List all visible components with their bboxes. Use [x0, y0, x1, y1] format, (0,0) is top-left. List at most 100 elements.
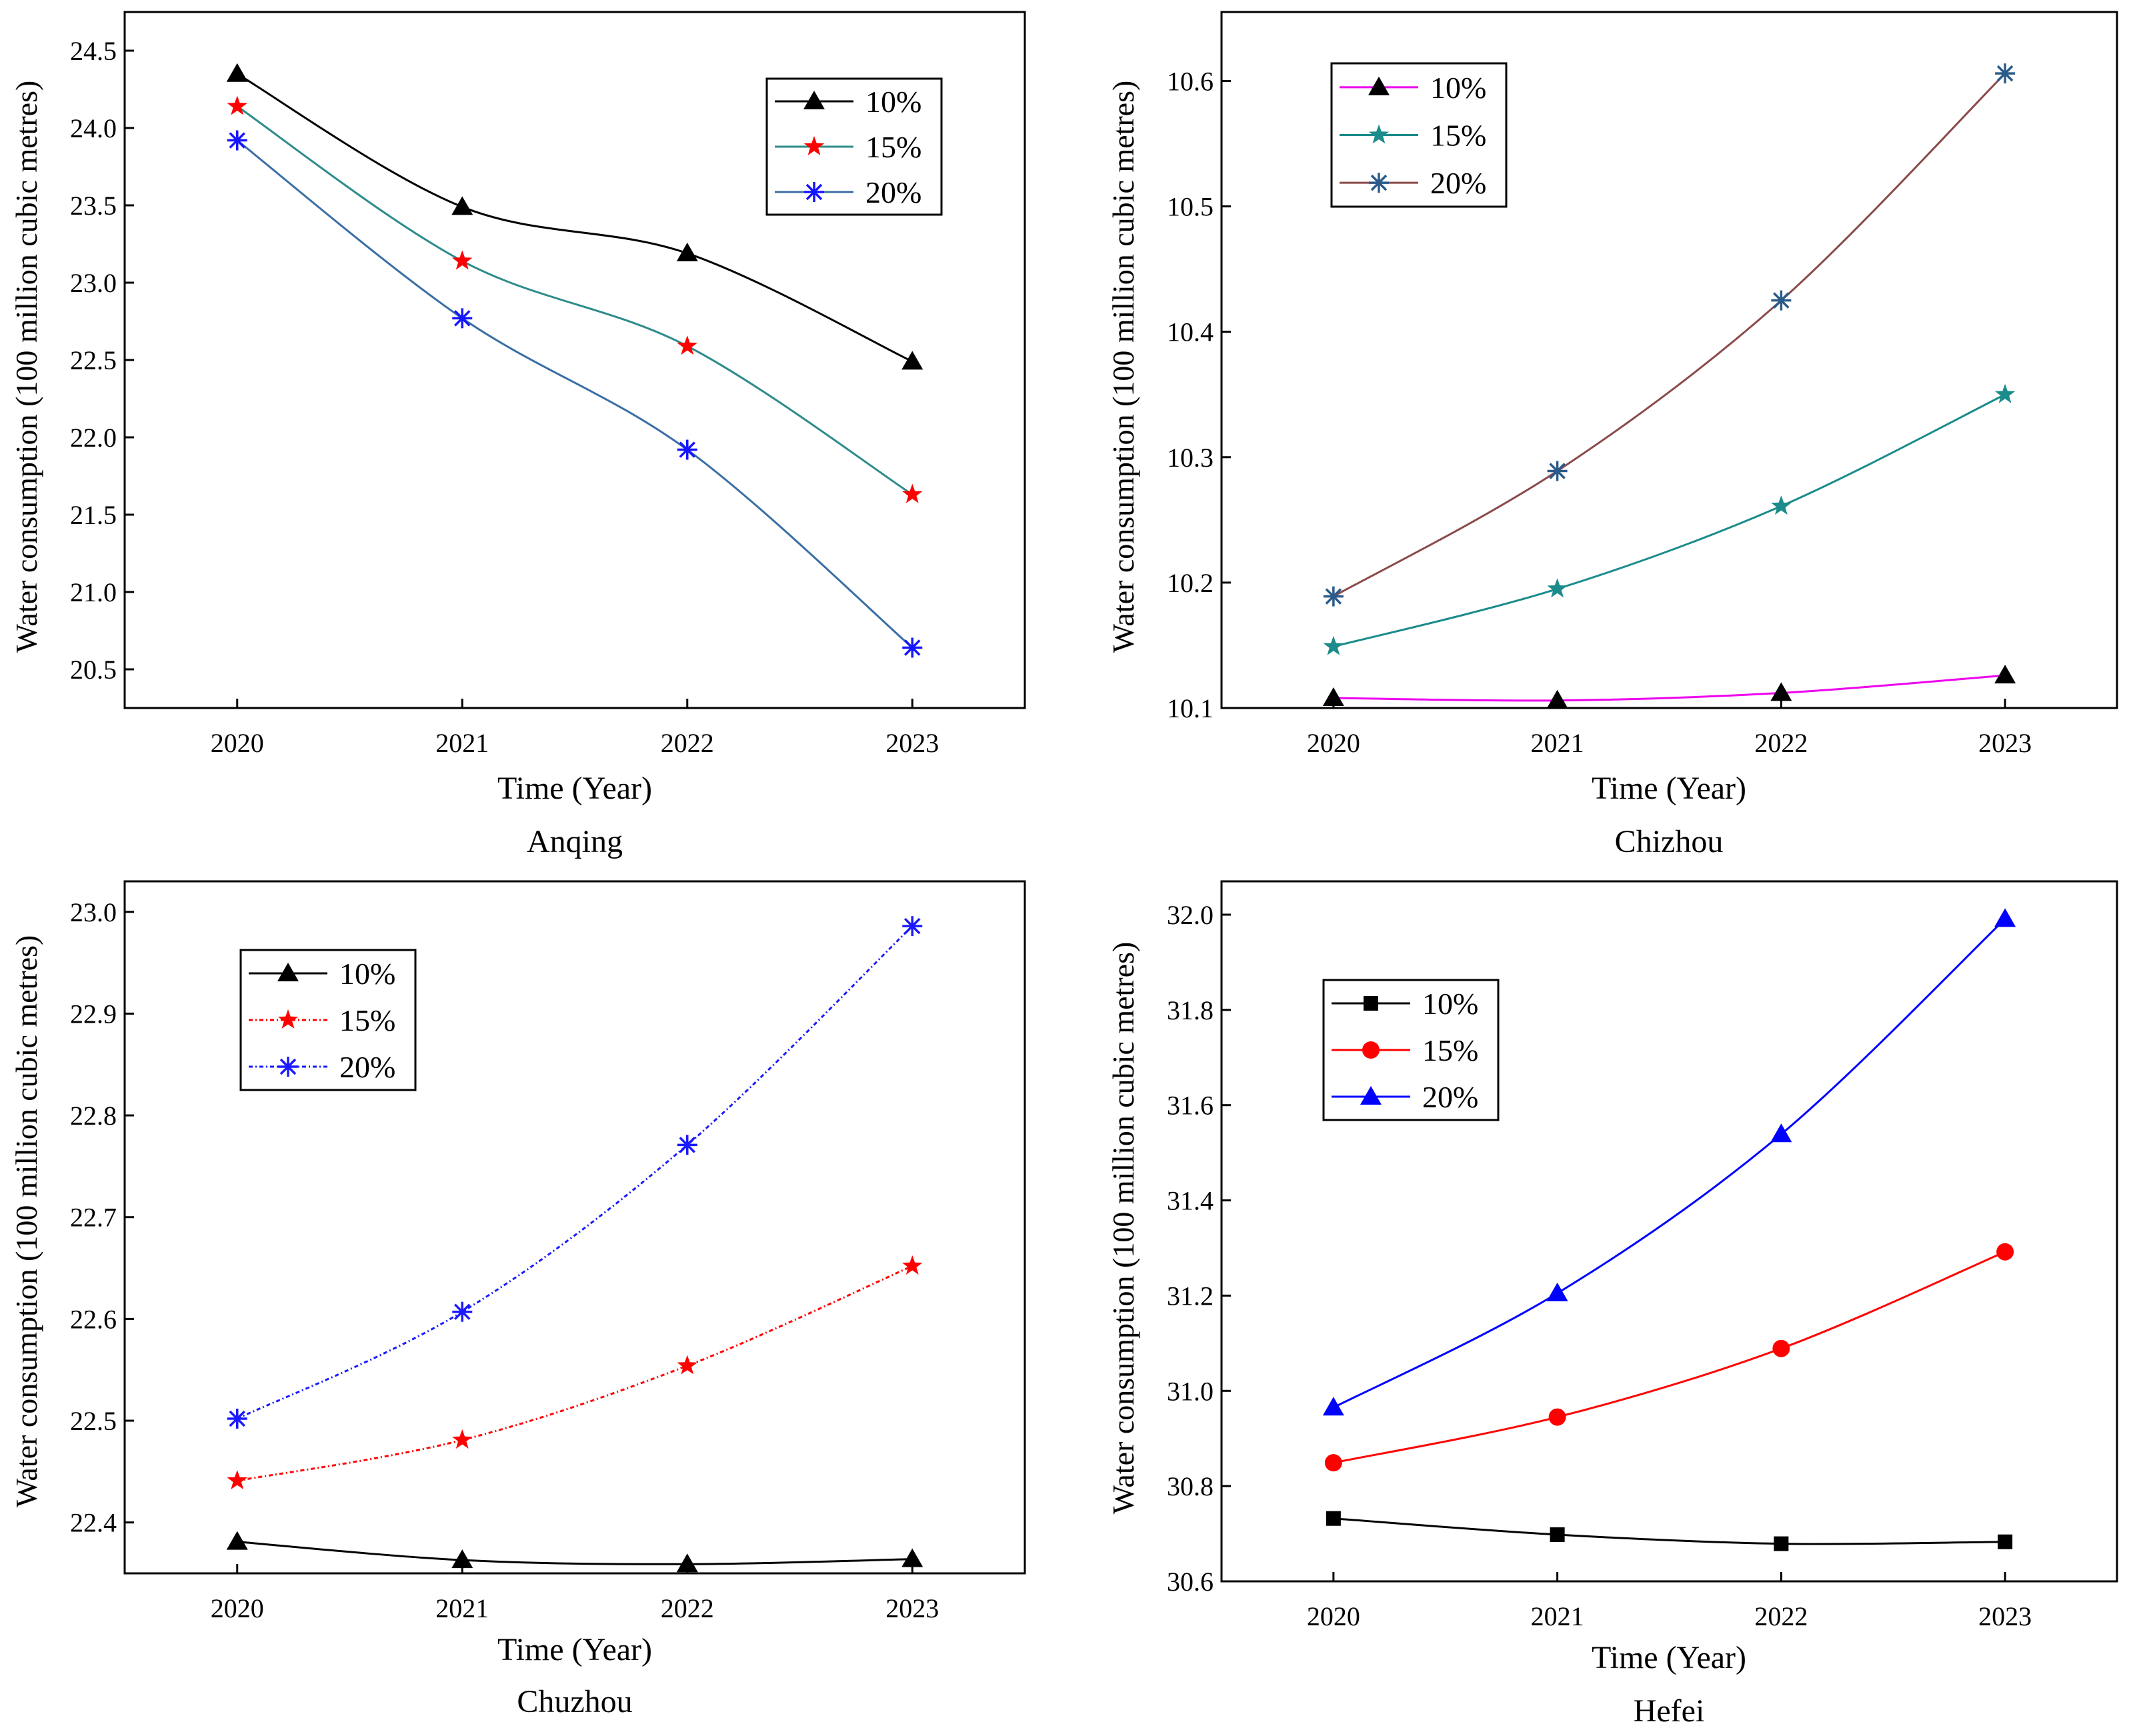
y-tick-label: 24.0 [70, 113, 117, 143]
y-tick-label: 23.0 [70, 268, 117, 298]
y-tick-label: 22.9 [70, 999, 117, 1029]
x-axis-label: Time (Year) [1591, 1640, 1747, 1675]
y-tick-label: 22.4 [70, 1508, 117, 1538]
y-tick-label: 22.6 [70, 1304, 117, 1334]
legend-marker [277, 963, 299, 981]
data-point [452, 1429, 473, 1449]
data-point [1547, 461, 1568, 481]
data-point [1998, 1534, 2013, 1549]
plot-frame [1220, 880, 2118, 1583]
legend-marker [803, 91, 825, 109]
chart-title: Chizhou [1614, 824, 1724, 859]
chart-title: Chuzhou [517, 1684, 633, 1719]
data-point [1996, 1243, 2014, 1261]
series-line-20pct [236, 139, 913, 649]
y-tick-label: 22.8 [70, 1101, 117, 1131]
data-point [901, 1548, 923, 1567]
y-tick-label: 23.5 [70, 191, 117, 221]
chart-svg-hefei: 30.6 30.8 31.0 31.2 31.4 31.6 31.8 32.0 2020 2021… [1167, 880, 2118, 1631]
x-axis-label: Time (Year) [497, 1632, 653, 1667]
data-point [1547, 578, 1568, 598]
legend-label: 20% [1430, 166, 1486, 200]
data-point [1994, 665, 2016, 684]
data-point [676, 1553, 698, 1573]
plot-frame [123, 880, 1026, 1575]
data-point [677, 335, 697, 355]
y-axis-label: Water consumption (100 million cubic met… [9, 935, 43, 1508]
y-tick-label: 21.0 [70, 577, 117, 607]
y-tick-label: 31.6 [1167, 1091, 1214, 1121]
y-axis-label: Water consumption (100 million cubic met… [1106, 941, 1140, 1515]
x-tick-label: 2022 [1754, 728, 1808, 758]
x-tick-label: 2020 [211, 728, 264, 758]
y-tick-label: 22.0 [70, 423, 117, 453]
series-line-10pct [1333, 674, 2006, 702]
plot-frame [1220, 11, 2118, 709]
y-tick-label: 10.1 [1167, 693, 1214, 723]
legend: 10% 15% 20% [1330, 62, 1508, 208]
chart-panel-chizhou: 10.1 10.2 10.3 10.4 10.5 10.6 2020 2021 2022 2023… [1067, 0, 2133, 868]
legend-marker [1368, 76, 1390, 95]
y-tick-label: 21.5 [70, 500, 117, 530]
data-point [1770, 682, 1792, 701]
data-point [1995, 63, 2016, 84]
chart-title: Anqing [527, 824, 623, 859]
x-tick-label: 2020 [1307, 728, 1360, 758]
legend: 10% 15% 20% [1322, 979, 1500, 1121]
data-point [1322, 1397, 1344, 1416]
data-point [1323, 586, 1344, 607]
data-point [1994, 908, 2016, 927]
data-point [1774, 1536, 1789, 1551]
x-tick-label: 2021 [435, 1593, 489, 1623]
legend-marker [803, 136, 825, 155]
legend-label: 20% [339, 1050, 395, 1084]
data-point [1772, 1339, 1790, 1357]
legend-marker [804, 182, 824, 202]
y-tick-label: 31.8 [1167, 995, 1214, 1025]
legend-marker [1369, 173, 1389, 193]
legend-label: 10% [339, 957, 395, 991]
data-point [902, 1255, 923, 1275]
y-axis-label: Water consumption (100 million cubic met… [1106, 80, 1140, 653]
legend-marker [1362, 1041, 1380, 1059]
data-point [1771, 290, 1792, 311]
data-point [1546, 689, 1568, 709]
legend: 10% 15% 20% [765, 77, 943, 216]
y-tick-label: 32.0 [1167, 900, 1214, 930]
series-line-15pct [237, 1265, 913, 1482]
y-tick-label: 10.6 [1167, 66, 1214, 96]
data-point [452, 1301, 473, 1322]
data-point [676, 242, 698, 261]
legend-marker [278, 1057, 298, 1077]
y-tick-label: 31.2 [1167, 1281, 1214, 1311]
series-line-20pct [1333, 918, 2006, 1409]
legend: 10% 15% 20% [239, 949, 417, 1091]
data-point [677, 439, 697, 460]
legend-label: 15% [1430, 119, 1486, 153]
x-axis-label: Time (Year) [497, 771, 653, 806]
x-tick-label: 2023 [1978, 1601, 2032, 1631]
legend-label: 10% [1430, 71, 1486, 105]
chart-svg-chuzhou: 22.4 22.5 22.6 22.7 22.8 22.9 23.0 2020 2021 2022… [70, 880, 1026, 1623]
data-point [451, 196, 473, 215]
data-point [902, 637, 923, 658]
chart-panel-chuzhou: 22.4 22.5 22.6 22.7 22.8 22.9 23.0 2020 2021 2022… [0, 868, 1066, 1736]
data-point [902, 916, 923, 937]
data-point [227, 130, 247, 151]
y-tick-label: 24.5 [70, 36, 117, 66]
chart-svg-anqing: 20.5 21.0 21.5 22.0 22.5 23.0 23.5 24.0 24.5 2020… [70, 11, 1026, 758]
data-point [452, 250, 473, 270]
chart-panel-hefei: 30.6 30.8 31.0 31.2 31.4 31.6 31.8 32.0 2020 2021… [1067, 868, 2133, 1736]
y-tick-label: 31.4 [1167, 1186, 1214, 1216]
data-point [677, 1135, 697, 1155]
chart-panel-anqing: 20.5 21.0 21.5 22.0 22.5 23.0 23.5 24.0 24.5 2020… [0, 0, 1066, 868]
chart-title: Hefei [1633, 1693, 1705, 1729]
y-tick-label: 23.0 [70, 897, 117, 927]
legend-marker [277, 1009, 299, 1029]
x-tick-label: 2021 [1531, 728, 1584, 758]
y-tick-label: 20.5 [70, 655, 117, 685]
legend-marker [1368, 124, 1390, 144]
data-point [227, 95, 247, 115]
series-line-15pct [1333, 1251, 2006, 1464]
data-point [1548, 1408, 1566, 1426]
